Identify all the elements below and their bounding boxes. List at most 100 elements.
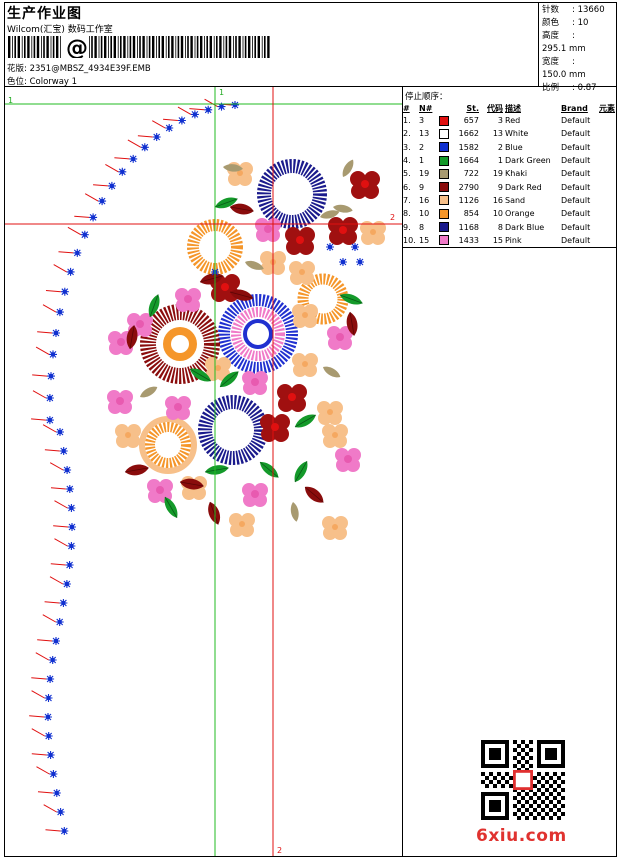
table-row: 10. 15 1433 15 Pink Default: [402, 234, 616, 247]
row-stitches: 2790: [458, 182, 479, 192]
row-stitches: 1662: [458, 129, 479, 139]
row-brand: Default: [561, 209, 591, 219]
color-swatch: [439, 128, 449, 139]
row-needle: 8: [419, 222, 425, 232]
color-count: 10: [577, 18, 589, 28]
table-row: 7. 16 1126 16 Sand Default: [402, 194, 616, 207]
row-stitches: 1168: [458, 222, 479, 232]
table-row: 9. 8 1168 8 Dark Blue Default: [402, 220, 616, 233]
watermark-logo: 6xiu.com: [476, 826, 567, 846]
floral-motifs: [107, 157, 386, 540]
table-row: 6. 9 2790 9 Dark Red Default: [402, 180, 616, 193]
embroidery-design-canvas: [5, 87, 402, 856]
color-swatch: [439, 142, 449, 153]
row-code: 9: [497, 182, 503, 192]
design-height: 295.1 mm: [542, 44, 586, 54]
row-stitches: 1582: [458, 142, 479, 152]
sequence-bottom-divider: [402, 247, 617, 248]
row-stitches: 1433: [458, 235, 479, 245]
col-header-description: 描述: [505, 103, 521, 113]
stats-divider: [538, 2, 539, 86]
row-description: Khaki: [505, 169, 528, 179]
color-swatch: [439, 235, 449, 246]
col-header-brand: Brand: [561, 103, 588, 113]
row-swatch: [438, 220, 452, 233]
table-row: 5. 19 722 19 Khaki Default: [402, 167, 616, 180]
row-needle: 2: [419, 142, 425, 152]
col-header-stitches: St.: [466, 103, 479, 113]
col-header-needle: N#: [419, 103, 433, 113]
row-stitches: 657: [463, 116, 479, 126]
row-index: 10.: [403, 235, 416, 245]
row-element: [598, 220, 616, 233]
table-row: 3. 2 1582 2 Blue Default: [402, 141, 616, 154]
col-header-element: 元素: [599, 103, 615, 113]
row-index: 8.: [403, 209, 411, 219]
row-swatch: [438, 167, 452, 180]
sequence-divider: [402, 86, 403, 857]
row-element: [598, 154, 616, 167]
blue-ring-flower: [198, 395, 268, 465]
color-swatch: [439, 195, 449, 206]
row-code: 13: [492, 129, 503, 139]
row-swatch: [438, 127, 452, 140]
row-needle: 10: [419, 209, 430, 219]
svg-text:@: @: [66, 36, 88, 58]
pink-blue-ring-flower: [218, 294, 298, 374]
row-code: 19: [492, 169, 503, 179]
color-swatch: [439, 182, 449, 193]
row-needle: 13: [419, 129, 430, 139]
row-element: [598, 180, 616, 193]
col-header-index: #: [403, 103, 410, 113]
row-brand: Default: [561, 169, 591, 179]
blue-ring-flower: [257, 159, 327, 229]
row-element: [598, 141, 616, 154]
row-needle: 1: [419, 156, 425, 166]
red-orange-flower: [140, 304, 220, 384]
color-swatch: [439, 222, 449, 233]
row-description: Blue: [505, 142, 523, 152]
design-width: 150.0 mm: [542, 70, 586, 80]
row-brand: Default: [561, 129, 591, 139]
row-element: [598, 194, 616, 207]
col-header-code: 代码: [487, 103, 503, 113]
row-brand: Default: [561, 222, 591, 232]
row-code: 3: [497, 116, 503, 126]
row-brand: Default: [561, 182, 591, 192]
row-swatch: [438, 207, 452, 220]
row-description: Dark Red: [505, 182, 542, 192]
row-brand: Default: [561, 156, 591, 166]
row-stitches: 722: [463, 169, 479, 179]
table-header-row: # N# St. 代码 描述 Brand 元素: [402, 102, 616, 114]
row-stitches: 1126: [458, 195, 479, 205]
row-needle: 16: [419, 195, 430, 205]
sand-orange-ring-flower: [139, 416, 197, 474]
row-element: [598, 207, 616, 220]
row-index: 5.: [403, 169, 411, 179]
color-swatch: [439, 168, 449, 179]
row-element: [598, 114, 616, 127]
row-element: [598, 234, 616, 247]
row-code: 10: [492, 209, 503, 219]
row-needle: 9: [419, 182, 425, 192]
table-row: 1. 3 657 3 Red Default: [402, 114, 616, 127]
table-row: 8. 10 854 10 Orange Default: [402, 207, 616, 220]
row-code: 8: [497, 222, 503, 232]
row-index: 2.: [403, 129, 411, 139]
row-swatch: [438, 141, 452, 154]
row-description: Dark Green: [505, 156, 551, 166]
design-file-label: 花版: 2351@MBSZ_4934E39F.EMB: [7, 64, 151, 74]
row-index: 7.: [403, 195, 411, 205]
row-element: [598, 167, 616, 180]
row-brand: Default: [561, 195, 591, 205]
row-needle: 3: [419, 116, 425, 126]
qr-code-icon: [481, 740, 565, 820]
row-description: Red: [505, 116, 521, 126]
row-needle: 15: [419, 235, 430, 245]
table-row: 4. 1 1664 1 Dark Green Default: [402, 154, 616, 167]
row-description: Sand: [505, 195, 526, 205]
row-code: 2: [497, 142, 503, 152]
red-h-guide-label: 2: [390, 213, 396, 222]
row-needle: 19: [419, 169, 430, 179]
row-index: 9.: [403, 222, 411, 232]
